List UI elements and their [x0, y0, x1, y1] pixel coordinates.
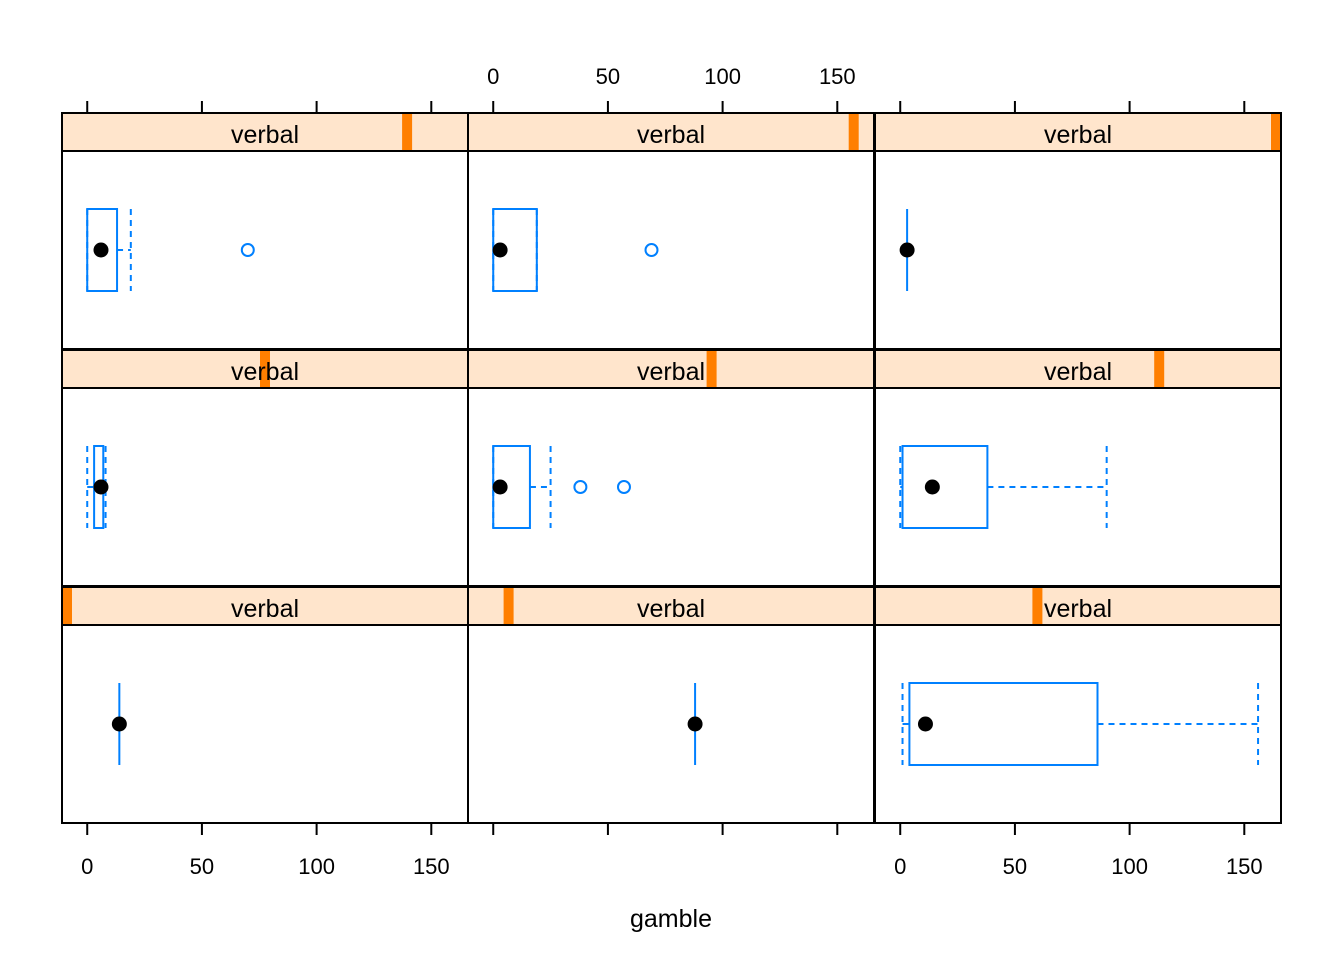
median-dot — [93, 242, 109, 258]
axes-layer: 0 50 100 150 0 50 100 150 0 50 100 150 — [81, 64, 1263, 879]
strip-background — [468, 113, 874, 151]
strip-level-indicator — [706, 350, 717, 388]
strip-label: verbal — [637, 595, 705, 623]
top-tick-label: 100 — [704, 64, 741, 89]
top-tick-label: 150 — [819, 64, 856, 89]
x-axis-title: gamble — [630, 905, 712, 933]
outlier-point — [240, 243, 255, 257]
panel: verbal — [874, 349, 1282, 587]
iqr-box — [908, 682, 1099, 766]
bottom-tick-label: 50 — [190, 854, 214, 879]
iqr-box — [901, 445, 989, 529]
panel-border — [61, 387, 469, 587]
panel: verbal — [874, 586, 1282, 824]
median-dot — [111, 716, 127, 732]
panel: verbal — [61, 586, 469, 824]
bottom-tick-label: 100 — [1111, 854, 1148, 879]
panel: verbal — [874, 112, 1282, 350]
bottom-tick-label: 50 — [1003, 854, 1027, 879]
strip-background — [468, 350, 874, 388]
outlier-point — [616, 480, 631, 494]
strip-level-indicator — [503, 587, 514, 625]
strip-level-indicator — [1271, 113, 1281, 151]
strip-background — [875, 113, 1281, 151]
strip-label: verbal — [637, 358, 705, 386]
strip-label: verbal — [637, 121, 705, 149]
bottom-tick-label: 0 — [894, 854, 906, 879]
panel: verbal — [61, 112, 469, 350]
strip-level-indicator — [260, 350, 270, 388]
top-tick-label: 50 — [596, 64, 620, 89]
median-dot — [93, 479, 109, 495]
strip-background — [875, 350, 1281, 388]
iqr-box — [86, 208, 119, 292]
top-tick-label: 0 — [487, 64, 499, 89]
strip-background — [468, 587, 874, 625]
strip-background — [875, 587, 1281, 625]
panel: verbal — [467, 112, 875, 350]
median-dot — [924, 479, 940, 495]
bottom-tick-label: 150 — [413, 854, 450, 879]
strip-label: verbal — [1044, 358, 1112, 386]
panel: verbal — [61, 349, 469, 587]
strip-label: verbal — [1044, 121, 1112, 149]
panel-border — [467, 387, 875, 587]
panels-layer: verbal verbal verbal verbal verbal verbal verb… — [61, 112, 1282, 824]
strip-background — [62, 587, 468, 625]
panel-border — [467, 624, 875, 824]
median-dot — [492, 242, 508, 258]
strip-label: verbal — [231, 595, 299, 623]
bottom-tick-label: 150 — [1226, 854, 1263, 879]
strip-level-indicator — [848, 113, 859, 151]
strip-level-indicator — [1032, 587, 1043, 625]
bottom-tick-label: 0 — [81, 854, 93, 879]
bottom-tick-label: 100 — [298, 854, 335, 879]
strip-background — [62, 113, 468, 151]
median-dot — [687, 716, 703, 732]
panel-border — [874, 624, 1282, 824]
panel: verbal — [467, 349, 875, 587]
strip-label: verbal — [1044, 595, 1112, 623]
strip-label: verbal — [231, 121, 299, 149]
strip-level-indicator — [1154, 350, 1165, 388]
strip-level-indicator — [402, 113, 413, 151]
outlier-point — [573, 480, 588, 494]
panel-border — [874, 150, 1282, 350]
median-dot — [917, 716, 933, 732]
outlier-point — [644, 243, 659, 257]
panel-border — [467, 150, 875, 350]
median-dot — [899, 242, 915, 258]
panel: verbal — [467, 586, 875, 824]
strip-level-indicator — [62, 587, 72, 625]
median-dot — [492, 479, 508, 495]
strip-label: verbal — [231, 358, 299, 386]
